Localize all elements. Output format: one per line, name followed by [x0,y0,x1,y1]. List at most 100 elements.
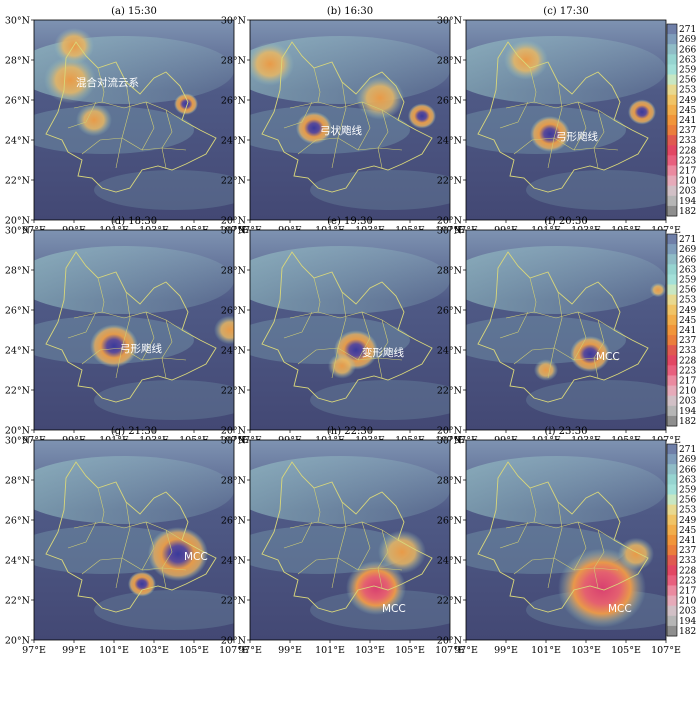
prefecture-boundary [505,311,615,331]
colorbar-tick-label: 194 [679,407,696,417]
prefecture-boundary [313,277,321,313]
prefecture-boundary [513,347,619,365]
colorbar-tick-label: 210 [679,177,696,187]
y-tick-label: 22°N [437,176,462,187]
colorbar-tick-label: 269 [679,35,696,45]
colorbar-bin [667,104,677,116]
cloud-band [94,590,234,630]
panel-frame [249,229,451,431]
prefecture-boundary [377,319,389,379]
prefecture-boundary [283,521,313,549]
prefecture-boundary [97,487,105,523]
y-tick-label: 24°N [221,346,246,357]
y-tick-label: 26°N [221,96,246,107]
colorbar-tick-label: 266 [679,45,696,55]
y-tick-label: 22°N [5,596,30,607]
panel-title: (g) 21:30 [111,426,157,437]
y-tick-label: 20°N [221,636,246,647]
province-boundary [261,461,433,613]
panel-title: (i) 23:30 [545,426,588,437]
colorbar-bin [667,345,677,356]
colorbar-tick-label: 266 [679,465,696,475]
colorbar-bin [667,34,677,45]
colorbar-tick-label: 217 [679,587,696,597]
y-tick-label: 26°N [437,306,462,317]
colorbar-bin [667,294,677,306]
colorbar-bin [667,484,677,496]
convective-cell [618,537,654,571]
convective-cell [558,548,646,628]
colorbar-tick-label: 217 [679,377,696,387]
prefecture-boundary [331,291,347,379]
x-tick-label: 99°E [494,645,518,656]
prefecture-boundary [529,277,537,313]
system-annotation: 弓形飑线 [556,130,598,143]
panel-c: (c) 17:30弓形飑线97°E99°E101°E103°E105°E107°… [437,6,681,236]
colorbar-bin [667,274,677,286]
colorbar: 2712692662632592562532492452412372332282… [666,443,696,637]
prefecture-boundary [297,347,403,365]
y-tick-label: 20°N [437,216,462,227]
colorbar-tick-label: 182 [679,627,696,637]
y-tick-label: 28°N [437,56,462,67]
colorbar-bin [667,314,677,326]
x-tick-label: 97°E [22,645,46,656]
y-tick-label: 20°N [221,426,246,437]
y-tick-label: 22°N [221,176,246,187]
x-tick-label: 99°E [278,645,302,656]
colorbar-tick-label: 194 [679,197,696,207]
prefecture-boundary [141,101,155,151]
colorbar-bin [667,335,677,346]
prefecture-boundary [297,557,403,575]
colorbar-tick-label: 259 [679,65,696,75]
convective-cell [148,527,208,581]
colorbar-tick-label: 241 [679,326,696,336]
colorbar-bin [667,304,677,316]
panel-frame [33,439,235,641]
colorbar: 2712692662632592562532492452412372332282… [666,233,696,427]
cloud-band [34,246,234,314]
colorbar-tick-label: 245 [679,316,696,326]
province-boundary [261,41,433,193]
colorbar-bin [667,254,677,265]
colorbar-bin [667,165,677,177]
colorbar-bin [667,405,677,417]
colorbar-bin [667,605,677,617]
panel-title: (f) 20:30 [544,216,588,227]
panel-b: (b) 16:30弓状飑线97°E99°E101°E103°E105°E107°… [221,6,465,236]
colorbar-bin [667,284,677,296]
convective-cell [128,571,156,597]
province-boundary [477,251,649,403]
panel-title: (h) 22:30 [327,426,373,437]
panel-title: (b) 16:30 [327,6,373,17]
colorbar-bin [667,94,677,106]
x-tick-label: 107°E [651,645,681,656]
convective-cell [76,103,112,137]
cloud-band [466,246,666,314]
y-tick-label: 20°N [221,216,246,227]
panel-e: (e) 19:30变形飑线97°E99°E101°E103°E105°E107°… [221,216,465,446]
colorbar-tick-label: 237 [679,336,696,346]
colorbar-tick-label: 249 [679,516,696,526]
x-tick-label: 105°E [395,645,425,656]
y-tick-label: 20°N [5,426,30,437]
colorbar-tick-label: 237 [679,126,696,136]
prefecture-boundary [331,81,347,169]
y-tick-label: 28°N [221,476,246,487]
colorbar-tick-label: 210 [679,597,696,607]
convective-cell [296,111,332,145]
colorbar-tick-label: 271 [679,25,696,35]
y-tick-label: 24°N [437,556,462,567]
prefecture-boundary [289,311,399,331]
panel-title: (a) 15:30 [111,6,157,17]
colorbar-tick-label: 249 [679,96,696,106]
convective-cell [174,93,198,115]
prefecture-boundary [81,347,187,365]
colorbar-tick-label: 271 [679,235,696,245]
prefecture-boundary [593,319,605,379]
x-tick-label: 105°E [179,645,209,656]
prefecture-boundary [283,101,313,129]
y-tick-label: 30°N [5,226,30,237]
colorbar-tick-label: 228 [679,146,696,156]
y-tick-label: 30°N [221,226,246,237]
